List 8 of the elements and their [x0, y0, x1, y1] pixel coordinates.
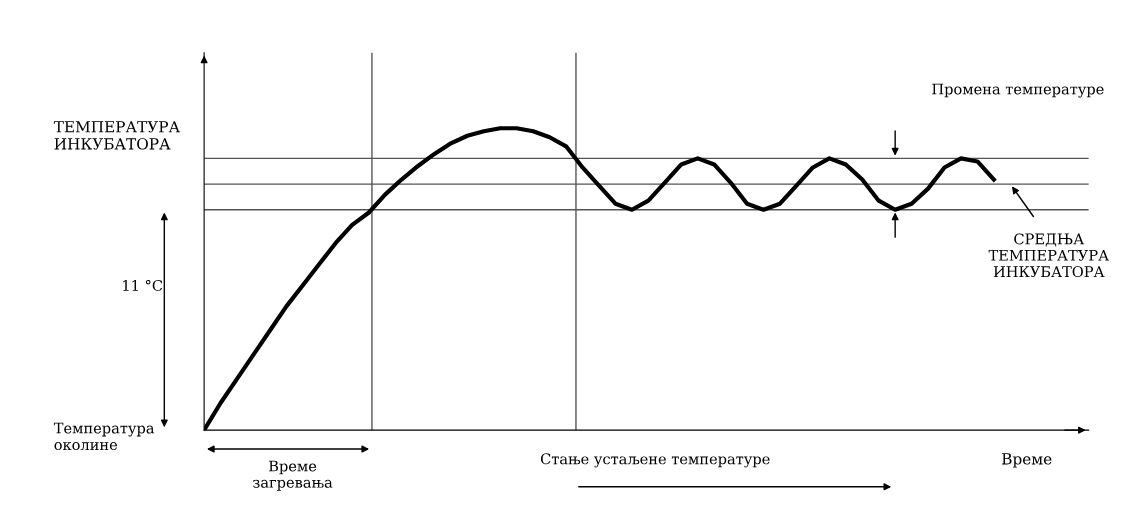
- text: Промена температуре: [932, 83, 1104, 98]
- text: Стање устаљене температуре: [540, 453, 770, 468]
- x-axis-title: Време: [1002, 453, 1052, 468]
- text: Време загревања: [253, 460, 333, 491]
- y-axis-title: ТЕМПЕРАТУРА ИНКУБАТОРА: [53, 121, 181, 150]
- text: 11 °C: [123, 279, 163, 291]
- text: Температура околине: [53, 422, 155, 451]
- annotation: СРЕДЊА ТЕМПЕРАТУРА ИНКУБАТОРА: [988, 233, 1110, 278]
